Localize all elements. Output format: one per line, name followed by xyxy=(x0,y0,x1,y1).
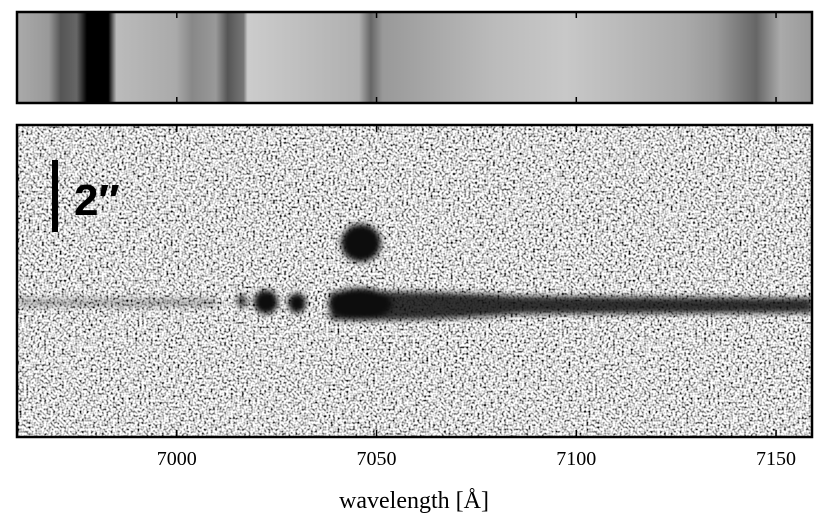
x-tick-label: 7100 xyxy=(556,448,596,470)
spectrum-2d: 2″ xyxy=(17,125,812,437)
scale-label: 2″ xyxy=(74,176,120,225)
panel-frame xyxy=(15,10,814,105)
noise xyxy=(17,125,812,437)
x-tick-label: 7150 xyxy=(756,448,796,470)
spectrum-1d xyxy=(17,12,812,103)
x-tick-label: 7000 xyxy=(157,448,197,470)
x-axis-label: wavelength [Å] xyxy=(339,488,489,514)
panel-frame xyxy=(15,123,814,439)
trace xyxy=(17,224,812,321)
x-tick-label: 7050 xyxy=(357,448,397,470)
